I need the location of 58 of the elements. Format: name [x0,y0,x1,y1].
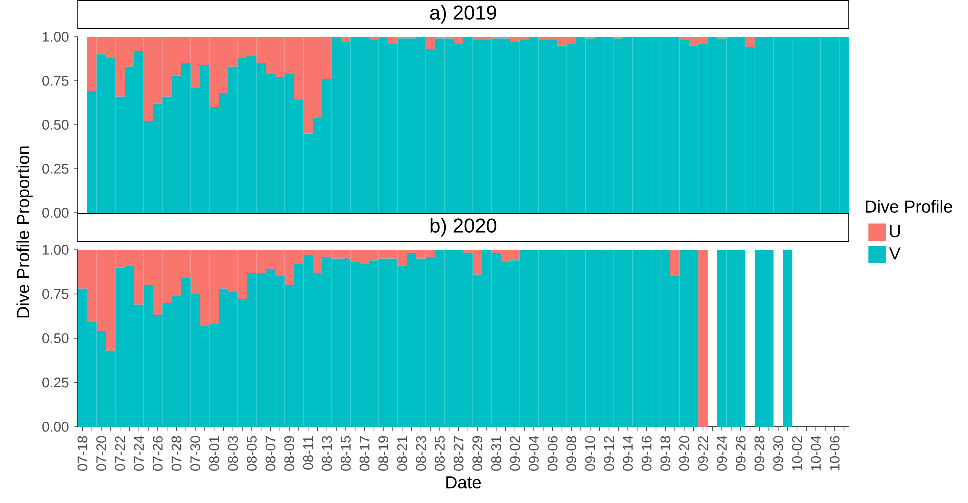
x-tick-label: 10-04 [811,436,822,470]
x-tick-label: 08-05 [247,436,257,471]
x-tick-label: 08-11 [303,436,314,470]
x-tick-label: 07-28 [172,436,182,471]
y-tick-label: 0.50 [42,120,69,130]
x-tick-label: 08-17 [360,436,370,471]
x-axis-title: Date [446,476,482,489]
x-tick-label: 09-02 [510,436,520,471]
legend-label: U [890,226,900,238]
x-tick-label: 10-06 [830,436,840,470]
x-tick-label: 07-26 [152,436,163,471]
x-tick-label: 08-31 [491,436,502,471]
chart-title: b) 2020 [430,218,497,237]
x-tick-label: 08-07 [266,436,276,471]
x-tick-label: 09-28 [754,436,765,471]
x-tick-label: 09-14 [623,436,633,471]
x-tick-label: 10-02 [792,436,802,470]
y-tick-label: 0.50 [42,334,69,344]
x-tick-label: 09-10 [585,436,596,471]
x-tick-label: 09-04 [529,436,539,471]
x-tick-label: 07-24 [134,436,144,471]
x-tick-label: 08-25 [435,436,445,471]
x-tick-label: 09-06 [548,436,558,471]
legend-title: Dive Profile [866,200,952,213]
x-tick-label: 08-27 [454,436,464,471]
x-tick-label: 09-12 [604,436,614,471]
x-tick-label: 08-23 [416,436,426,471]
x-tick-label: 08-19 [378,436,389,471]
legend-label: V [889,248,901,260]
y-tick-label: 0.25 [42,378,69,388]
x-tick-label: 08-21 [397,436,408,471]
x-tick-label: 09-26 [736,436,746,471]
x-tick-label: 07-22 [115,436,126,471]
y-tick-label: 0.00 [42,208,69,218]
x-tick-label: 09-30 [774,436,784,471]
x-tick-label: 08-29 [472,436,483,471]
chart-title: a) 2019 [430,5,496,24]
y-axis-title: Dive Profile Proportion [16,146,33,318]
x-tick-label: 08-03 [228,436,238,471]
x-tick-label: 08-01 [209,436,220,471]
y-tick-label: 0.75 [42,76,69,86]
x-tick-label: 09-18 [660,436,671,471]
y-tick-label: 0.75 [42,289,69,300]
x-tick-label: 09-16 [642,436,652,471]
x-tick-label: 09-24 [717,436,728,471]
y-tick-label: 0.25 [42,164,69,174]
x-tick-label: 08-15 [341,436,351,471]
x-tick-label: 08-09 [284,436,295,471]
x-tick-label: 09-08 [566,436,577,471]
x-tick-label: 07-18 [78,436,88,471]
x-tick-label: 09-22 [698,436,708,471]
x-tick-label: 09-20 [680,436,690,471]
y-tick-label: 1.00 [43,32,69,42]
y-tick-label: 1.00 [43,245,69,255]
y-tick-label: 0.00 [42,422,69,432]
x-tick-label: 07-20 [96,436,106,471]
x-tick-label: 08-13 [322,436,332,471]
x-tick-label: 07-30 [190,436,200,471]
